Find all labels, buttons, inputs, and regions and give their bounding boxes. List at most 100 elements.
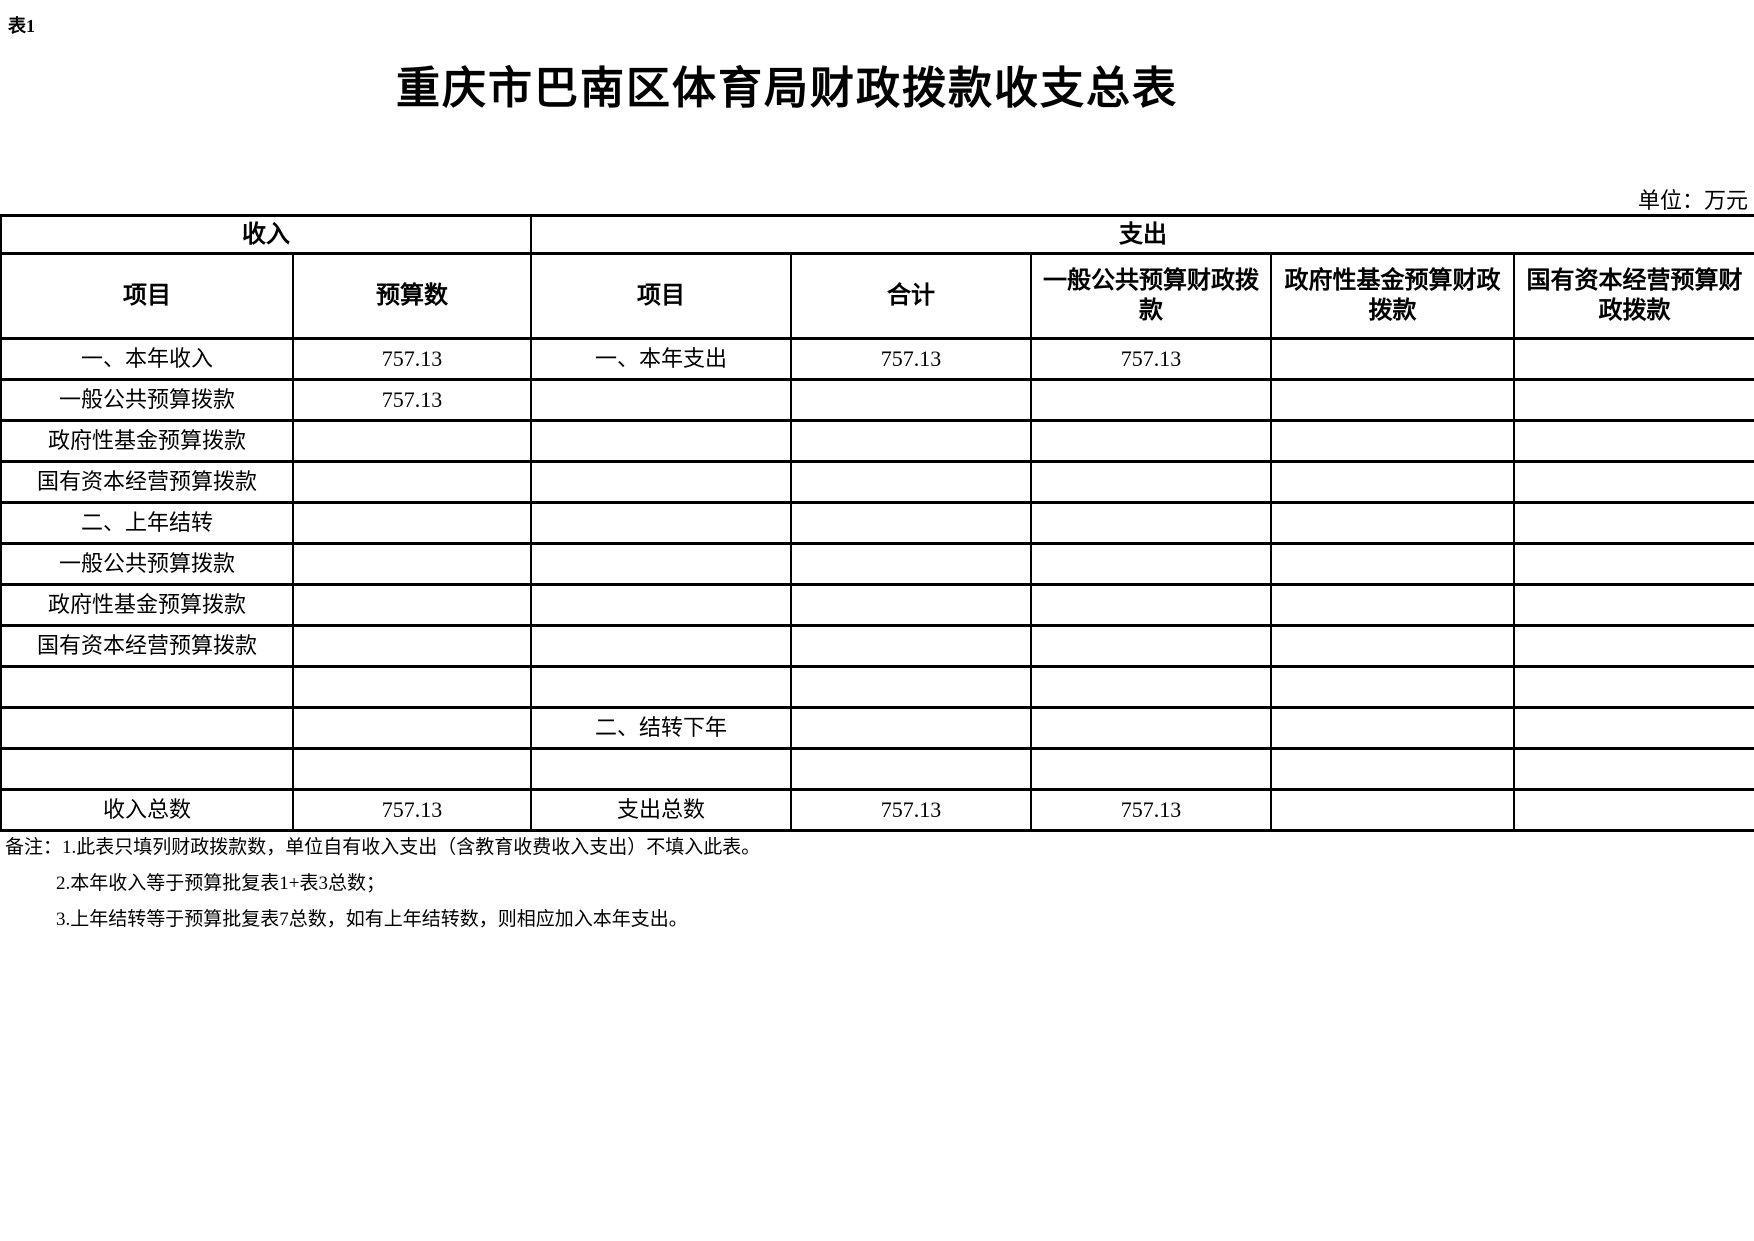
column-header-income-item: 项目 <box>0 252 294 340</box>
column-header-total: 合计 <box>790 252 1032 340</box>
table-cell <box>1270 542 1515 586</box>
table-cell <box>292 583 532 627</box>
table-cell <box>1512 747 1754 791</box>
table-cell <box>790 501 1032 545</box>
table-cell <box>530 460 792 504</box>
table-cell: 二、上年结转 <box>0 501 294 545</box>
table-cell <box>530 583 792 627</box>
table-cell: 政府性基金预算拨款 <box>0 583 294 627</box>
table-cell <box>1030 583 1272 627</box>
table-cell: 政府性基金预算拨款 <box>0 419 294 463</box>
table-cell <box>292 542 532 586</box>
table-cell: 国有资本经营预算拨款 <box>0 460 294 504</box>
table-cell <box>1270 624 1515 668</box>
table-cell <box>292 419 532 463</box>
table-cell <box>1270 460 1515 504</box>
table-cell <box>790 665 1032 709</box>
totals-row: 收入总数 757.13 支出总数 757.13 757.13 <box>0 788 1754 832</box>
table-cell <box>530 542 792 586</box>
table-cell <box>790 419 1032 463</box>
table-cell <box>1512 665 1754 709</box>
table-cell <box>0 665 294 709</box>
expenditure-section-header: 支出 <box>529 214 1754 255</box>
table-cell <box>1512 337 1754 381</box>
footnote-3: 3.上年结转等于预算批复表7总数，如有上年结转数，则相应加入本年支出。 <box>56 909 688 930</box>
section-header-row: 收入 支出 <box>0 214 1754 255</box>
table-row: 国有资本经营预算拨款 <box>0 624 1754 668</box>
table-cell <box>1512 378 1754 422</box>
page-title: 重庆市巴南区体育局财政拨款收支总表 <box>396 64 1178 113</box>
table-cell <box>1270 419 1515 463</box>
table-cell <box>1512 501 1754 545</box>
table-cell <box>530 747 792 791</box>
table-cell <box>530 378 792 422</box>
table-cell <box>1030 378 1272 422</box>
table-cell <box>1270 747 1515 791</box>
table-cell: 757.13 <box>790 337 1032 381</box>
table-cell <box>292 460 532 504</box>
table-cell: 757.13 <box>790 788 1032 832</box>
table-cell <box>292 624 532 668</box>
table-cell: 一般公共预算拨款 <box>0 542 294 586</box>
table-cell <box>292 501 532 545</box>
table-cell: 国有资本经营预算拨款 <box>0 624 294 668</box>
table-cell <box>530 665 792 709</box>
table-row <box>0 665 1754 709</box>
column-header-expenditure-item: 项目 <box>530 252 792 340</box>
table-cell <box>530 419 792 463</box>
table-cell <box>1512 542 1754 586</box>
column-header-government-fund-budget: 政府性基金预算财政拨款 <box>1270 252 1515 340</box>
table-cell <box>1270 788 1515 832</box>
table-cell <box>292 747 532 791</box>
column-header-budget-amount: 预算数 <box>292 252 532 340</box>
table-row: 二、结转下年 <box>0 706 1754 750</box>
unit-label: 单位：万元 <box>1637 188 1748 213</box>
table-cell: 757.13 <box>292 788 532 832</box>
table-cell <box>1512 460 1754 504</box>
table-cell <box>1030 665 1272 709</box>
table-row: 二、上年结转 <box>0 501 1754 545</box>
table-row: 一、本年收入 757.13 一、本年支出 757.13 757.13 <box>0 337 1754 381</box>
footnote-1: 备注：1.此表只填列财政拨款数，单位自有收入支出（含教育收费收入支出）不填入此表… <box>5 837 761 858</box>
table-row: 国有资本经营预算拨款 <box>0 460 1754 504</box>
income-section-header: 收入 <box>0 214 532 255</box>
table-cell: 757.13 <box>1030 788 1272 832</box>
column-header-row: 项目 预算数 项目 合计 一般公共预算财政拨款 政府性基金预算财政拨款 国有资本… <box>0 252 1754 340</box>
table-cell <box>1030 501 1272 545</box>
table-cell: 757.13 <box>292 378 532 422</box>
table-cell <box>1512 706 1754 750</box>
footnote-2: 2.本年收入等于预算批复表1+表3总数； <box>56 873 385 894</box>
table-cell <box>530 501 792 545</box>
table-cell <box>292 665 532 709</box>
table-cell <box>1030 542 1272 586</box>
table-cell <box>1030 624 1272 668</box>
table-cell <box>292 706 532 750</box>
table-cell <box>1512 624 1754 668</box>
table-cell <box>790 460 1032 504</box>
table-cell: 二、结转下年 <box>530 706 792 750</box>
table-cell <box>1512 583 1754 627</box>
table-cell <box>1512 788 1754 832</box>
table-cell <box>530 624 792 668</box>
table-cell <box>790 542 1032 586</box>
table-cell <box>0 747 294 791</box>
table-cell <box>1270 706 1515 750</box>
table-cell <box>1030 460 1272 504</box>
budget-summary-table: 收入 支出 项目 预算数 项目 合计 一般公共预算财政拨款 政府性基金预算财政拨… <box>0 214 1754 832</box>
table-cell <box>1270 501 1515 545</box>
table-cell: 一、本年收入 <box>0 337 294 381</box>
table-cell: 757.13 <box>1030 337 1272 381</box>
table-cell: 一、本年支出 <box>530 337 792 381</box>
table-cell <box>790 583 1032 627</box>
table-cell: 一般公共预算拨款 <box>0 378 294 422</box>
table-cell: 757.13 <box>292 337 532 381</box>
table-cell <box>790 747 1032 791</box>
table-row: 政府性基金预算拨款 <box>0 419 1754 463</box>
table-cell: 收入总数 <box>0 788 294 832</box>
table-cell <box>1270 583 1515 627</box>
table-row: 一般公共预算拨款 <box>0 542 1754 586</box>
column-header-state-capital-budget: 国有资本经营预算财政拨款 <box>1512 252 1754 340</box>
table-cell <box>1512 419 1754 463</box>
table-cell <box>1030 706 1272 750</box>
column-header-general-public-budget: 一般公共预算财政拨款 <box>1030 252 1272 340</box>
